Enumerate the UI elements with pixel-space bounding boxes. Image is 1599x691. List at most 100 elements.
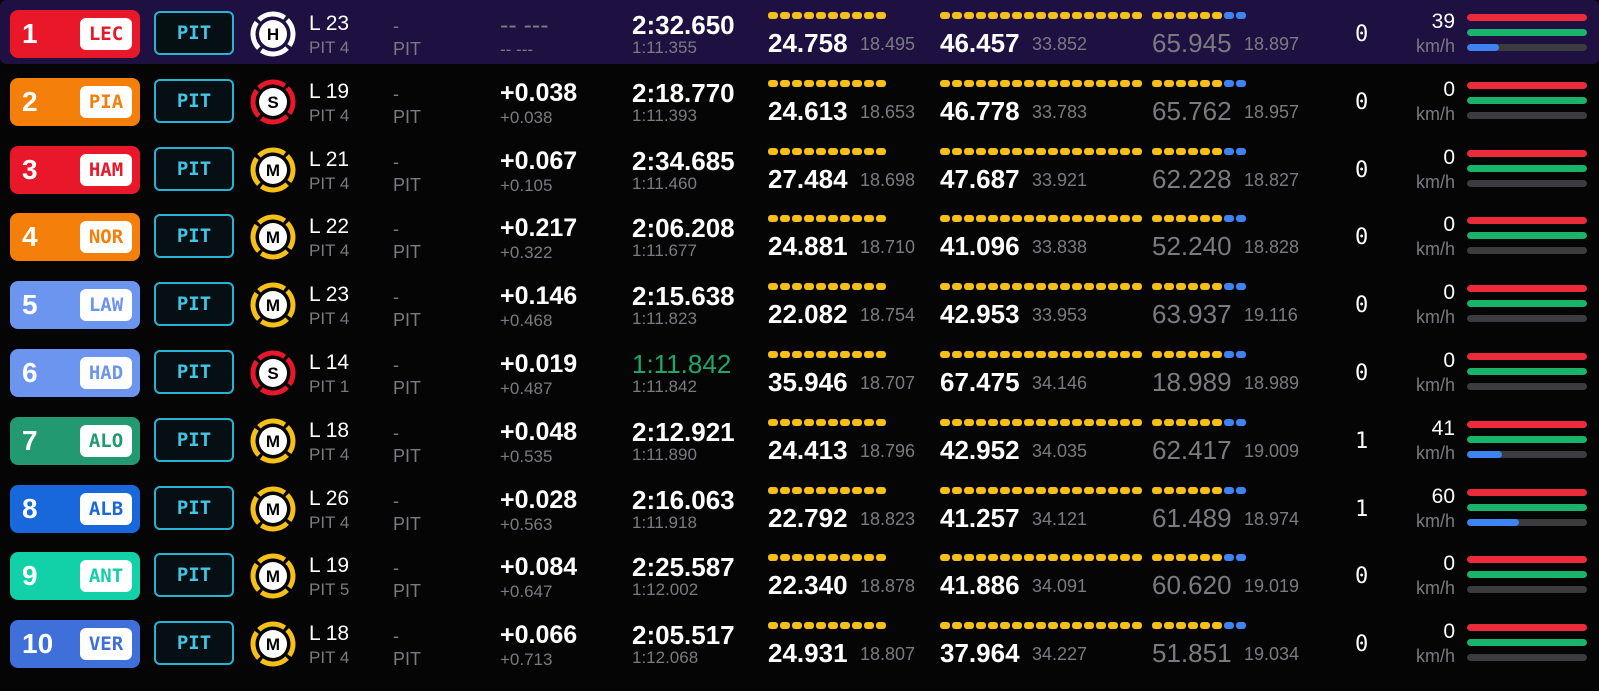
- minisector: [976, 351, 986, 358]
- minisector: [1060, 486, 1070, 494]
- minisector: [1048, 486, 1058, 494]
- minisector: [852, 486, 862, 494]
- minisector: [1188, 79, 1198, 87]
- drs-indicator: 0: [1355, 632, 1369, 658]
- driver-row[interactable]: 3 HAM PIT M L 21 PIT 4- PIT +0.067 +0.105 2:34.68…: [0, 136, 1599, 200]
- minisector: [1132, 79, 1142, 87]
- minisector: [952, 12, 962, 19]
- tyre-compound-letter: M: [266, 432, 280, 451]
- minisector: [1200, 79, 1210, 87]
- minisector: [876, 79, 886, 87]
- minisector: [852, 554, 862, 562]
- driver-row[interactable]: 8 ALB PIT M L 26 PIT 4- PIT +0.028 +0.563 2:16.06…: [0, 475, 1599, 539]
- brake-bar: [1467, 639, 1587, 647]
- minisector: [1000, 554, 1010, 562]
- minisector: [1164, 622, 1174, 630]
- speed-unit: km/h: [1415, 646, 1455, 667]
- minisector: [1200, 283, 1210, 291]
- gap-to-ahead: +0.084: [500, 553, 578, 582]
- pit-button[interactable]: PIT: [154, 350, 234, 394]
- rpm-bar-fill: [1467, 518, 1519, 526]
- lap-count: L 18: [309, 418, 350, 442]
- minisector: [1188, 486, 1198, 494]
- driver-row[interactable]: 2 PIA PIT S L 19 PIT 4- PIT +0.038 +0.038 2:18.77…: [0, 68, 1599, 132]
- driver-row[interactable]: 6 HAD PIT S L 14 PIT 1 - PIT +0.019 +0.487 1:11.84…: [0, 339, 1599, 403]
- pit-button[interactable]: PIT: [154, 282, 234, 327]
- rpm-bar: [1467, 247, 1587, 255]
- minisector: [1024, 418, 1034, 426]
- throttle-bar: [1467, 14, 1587, 21]
- minisector: [1012, 554, 1022, 562]
- minisector: [1236, 486, 1246, 494]
- minisector: [1164, 554, 1174, 562]
- driver-row[interactable]: 7 ALO PIT M L 18 PIT 4- PIT +0.048 +0.535 2:12.92…: [0, 407, 1599, 471]
- minisector: [940, 79, 950, 87]
- gap-to-leader: +0.647: [500, 582, 553, 602]
- pit-button[interactable]: PIT: [154, 214, 234, 259]
- minisector: [1012, 351, 1022, 358]
- sector-1-time: 22.340: [768, 570, 848, 601]
- pit-button[interactable]: PIT: [154, 417, 234, 462]
- minisector: [988, 351, 998, 358]
- brake-bar-fill: [1467, 503, 1587, 511]
- sector-1-time: 27.484: [768, 163, 848, 194]
- minisector: [1212, 351, 1222, 358]
- pit-status-dash: -: [393, 219, 399, 240]
- pit-button[interactable]: PIT: [154, 553, 234, 598]
- sector-3-best: 18.897: [1244, 34, 1300, 54]
- minisector: [828, 79, 838, 87]
- driver-code: HAD: [80, 357, 132, 389]
- minisector: [792, 486, 802, 494]
- minisector: [1072, 283, 1082, 291]
- minisector: [864, 418, 874, 426]
- position-number: 9: [22, 560, 38, 592]
- minisector: [976, 79, 986, 87]
- driver-row[interactable]: 4 NOR PIT M L 22 PIT 4- PIT +0.217 +0.322 2:06.20…: [0, 203, 1599, 267]
- best-lap-time: 1:11.918: [632, 512, 697, 532]
- minisector: [1132, 486, 1142, 494]
- pit-status-label: PIT: [393, 378, 422, 398]
- speed-unit: km/h: [1415, 578, 1455, 599]
- minisector: [1132, 622, 1142, 630]
- minisector: [1224, 12, 1234, 19]
- drs-indicator: 0: [1355, 157, 1369, 183]
- pit-button[interactable]: PIT: [154, 621, 234, 666]
- driver-row[interactable]: 10 VER PIT M L 18 PIT 4- PIT +0.066 +0.713 2:05.5…: [0, 610, 1599, 674]
- minisector: [1152, 351, 1162, 358]
- speed-value: 0: [1443, 145, 1455, 169]
- position-badge: 2 PIA: [10, 77, 140, 126]
- position-badge: 7 ALO: [10, 416, 140, 465]
- brake-bar-fill: [1467, 29, 1587, 36]
- minisector: [840, 351, 850, 358]
- pit-stop-count: PIT 4: [309, 38, 350, 57]
- minisector: [840, 554, 850, 562]
- rpm-bar: [1467, 111, 1587, 119]
- driver-row[interactable]: 5 LAW PIT M L 23 PIT 4- PIT +0.146 +0.468 2:15.63…: [0, 271, 1599, 335]
- driver-code: ANT: [80, 560, 132, 593]
- driver-row[interactable]: 9 ANT PIT M L 19 PIT 5- PIT +0.084 +0.647 2:25.58…: [0, 542, 1599, 606]
- pit-button[interactable]: PIT: [154, 146, 234, 191]
- driver-row[interactable]: 1 LEC PIT H L 23 PIT 4 - PIT -- --- -- --- 2:32.65…: [0, 0, 1599, 64]
- pit-button[interactable]: PIT: [154, 78, 234, 123]
- minisector: [1224, 486, 1234, 494]
- minisector: [1176, 622, 1186, 630]
- minisector: [1084, 79, 1094, 87]
- pit-button[interactable]: PIT: [154, 11, 234, 55]
- minisector: [804, 79, 814, 87]
- sector-1-best: 18.878: [860, 576, 916, 597]
- sector-1-best: 18.796: [860, 440, 916, 461]
- lap-count: L 23: [309, 283, 350, 307]
- pit-stop-count: PIT 4: [309, 105, 350, 125]
- minisector: [1036, 283, 1046, 291]
- best-lap-time: 1:11.355: [632, 38, 697, 57]
- minisector: [1152, 215, 1162, 223]
- pit-button[interactable]: PIT: [154, 485, 234, 530]
- minisector: [1120, 215, 1130, 223]
- minisector: [1132, 418, 1142, 426]
- minisector: [876, 12, 886, 19]
- sector-2-time: 47.687: [940, 163, 1020, 194]
- minisector: [768, 283, 778, 291]
- minisector: [864, 622, 874, 630]
- pit-status-label: PIT: [393, 39, 422, 59]
- minisector: [792, 351, 802, 358]
